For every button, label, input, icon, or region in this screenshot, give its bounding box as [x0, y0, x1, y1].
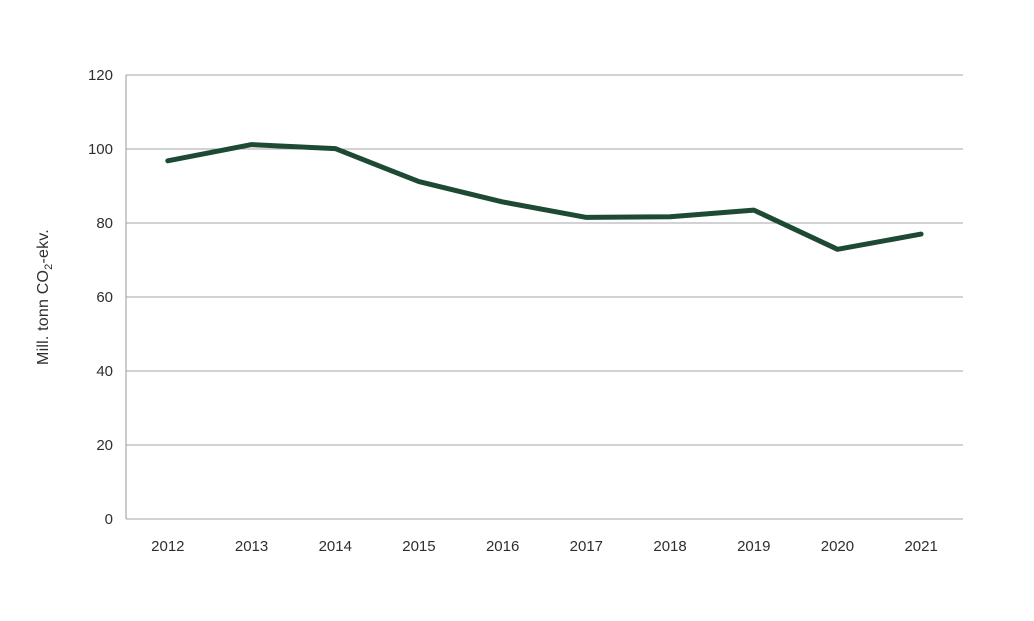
y-tick-label: 20 — [96, 437, 113, 454]
y-tick-label: 100 — [88, 141, 113, 158]
y-tick-label: 120 — [88, 67, 113, 84]
y-tick-label: 0 — [105, 511, 113, 528]
y-tick-labels-group: 0 20 40 60 80 100 120 — [88, 67, 113, 528]
x-tick-label: 2018 — [653, 538, 686, 555]
x-tick-label: 2013 — [235, 538, 268, 555]
x-tick-label: 2020 — [821, 538, 854, 555]
x-tick-label: 2016 — [486, 538, 519, 555]
x-tick-label: 2015 — [402, 538, 435, 555]
series-line-emissions — [165, 142, 924, 252]
x-tick-labels-group: 2012 2013 2014 2015 2016 2017 2018 2019 2020 2021 — [151, 538, 938, 555]
x-tick-label: 2019 — [737, 538, 770, 555]
y-tick-label: 40 — [96, 363, 113, 380]
x-tick-label: 2012 — [151, 538, 184, 555]
x-tick-label: 2017 — [570, 538, 603, 555]
y-tick-label: 60 — [96, 289, 113, 306]
gridlines-group — [126, 74, 963, 520]
x-tick-label: 2014 — [319, 538, 352, 555]
series-group — [165, 142, 924, 252]
x-tick-label: 2021 — [904, 538, 937, 555]
y-tick-label: 80 — [96, 215, 113, 232]
